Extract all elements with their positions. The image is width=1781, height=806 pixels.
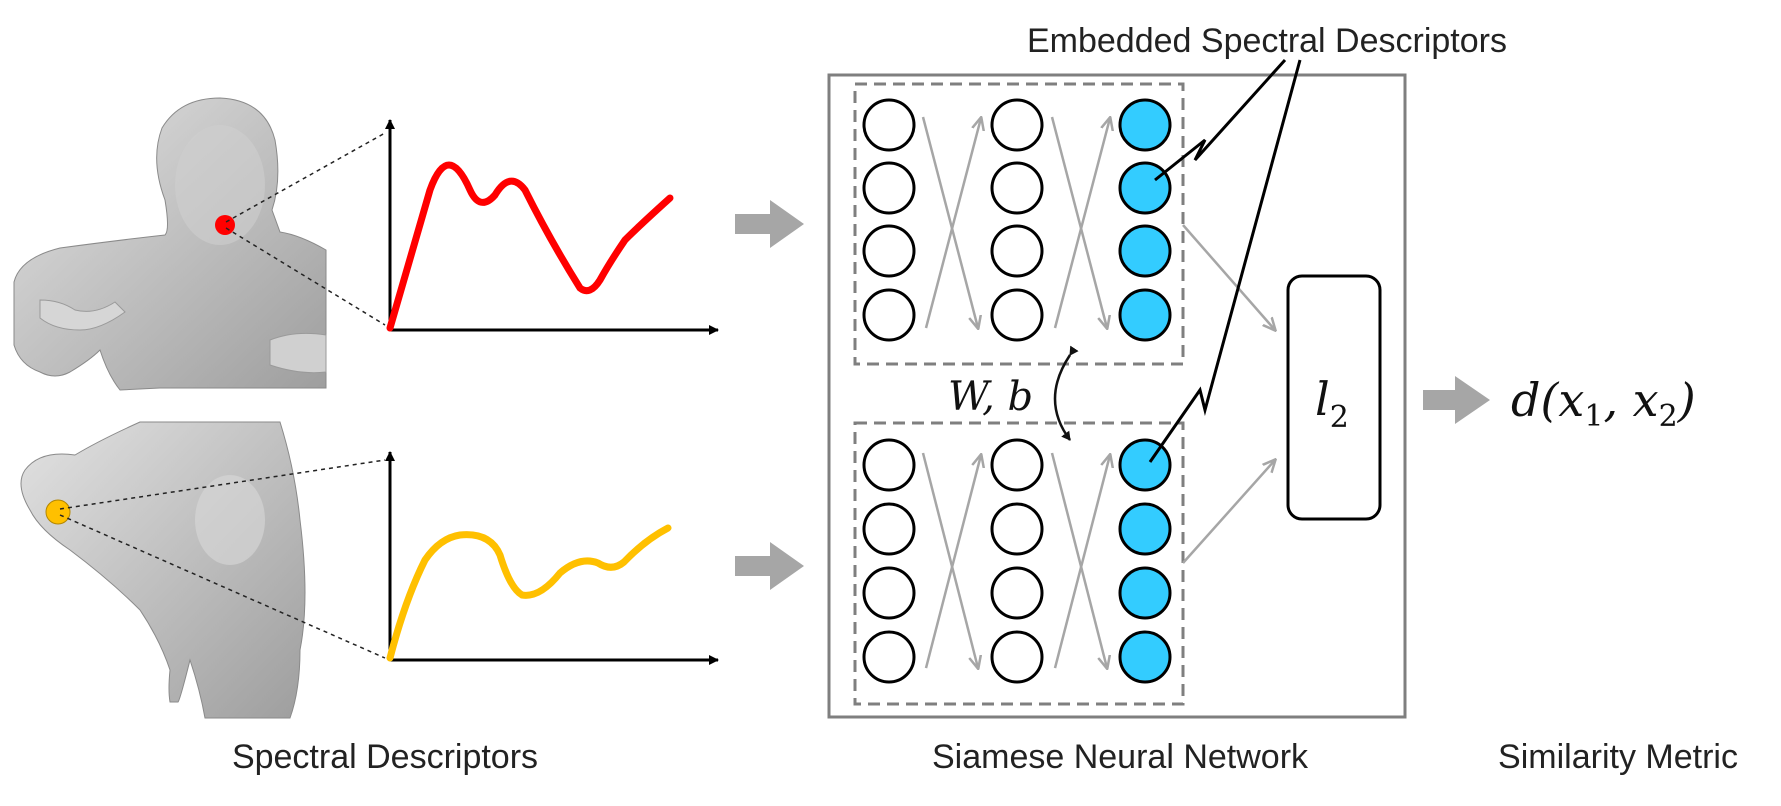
neuron xyxy=(990,288,1044,342)
embedded-callout-line-bottom xyxy=(1148,59,1302,463)
top-connection-arrows xyxy=(921,117,1110,328)
top-to-norm-arrow xyxy=(1182,224,1275,330)
top-feature-point xyxy=(215,215,235,235)
similarity-formula: d(x1, x2) xyxy=(1511,373,1696,434)
embedded-neuron xyxy=(1118,502,1172,556)
neuron xyxy=(862,288,916,342)
bottom-spectral-curve xyxy=(386,524,672,662)
neuron xyxy=(990,161,1044,215)
neuron xyxy=(990,566,1044,620)
embedded-neuron xyxy=(1118,288,1172,342)
top-input-arrow xyxy=(735,200,804,248)
top-body-mesh-image xyxy=(13,97,327,391)
bottom-connection-arrows xyxy=(921,453,1110,668)
embedded-neuron xyxy=(1118,98,1172,152)
neuron xyxy=(990,502,1044,556)
bottom-feature-point xyxy=(45,499,71,525)
neuron xyxy=(862,224,916,278)
l2-norm-label: l2 xyxy=(1315,372,1349,435)
neuron xyxy=(862,161,916,215)
embedded-neuron xyxy=(1118,566,1172,620)
embedded-neuron xyxy=(1118,438,1172,492)
embedded-callout-line-top xyxy=(1154,58,1287,182)
bottom-zoom-line-lower xyxy=(59,514,386,659)
bottom-input-arrow xyxy=(735,542,804,590)
neuron xyxy=(990,98,1044,152)
embedded-neuron xyxy=(1118,224,1172,278)
shared-weights-label: W, b xyxy=(948,374,1033,420)
bottom-zoom-line-upper xyxy=(59,459,386,510)
neuron xyxy=(990,224,1044,278)
similarity-metric-caption: Similarity Metric xyxy=(1498,738,1738,776)
spectral-descriptors-caption: Spectral Descriptors xyxy=(232,738,538,776)
neuron xyxy=(862,566,916,620)
output-arrow xyxy=(1423,376,1490,424)
top-zoom-line-lower xyxy=(225,227,386,326)
embedded-neuron xyxy=(1118,161,1172,215)
siamese-network-caption: Siamese Neural Network xyxy=(932,738,1309,776)
embedded-neuron xyxy=(1118,630,1172,684)
neuron xyxy=(990,630,1044,684)
bottom-body-mesh-image xyxy=(20,421,306,719)
bottom-network-nodes xyxy=(862,438,1172,684)
neuron xyxy=(862,502,916,556)
shared-weights-arrow xyxy=(1053,345,1079,441)
top-subnetwork-box xyxy=(853,82,1185,366)
embedded-descriptors-caption: Embedded Spectral Descriptors xyxy=(1027,22,1507,60)
siamese-network-frame xyxy=(827,73,1407,719)
bottom-to-norm-arrow xyxy=(1182,460,1275,564)
bottom-subnetwork-box xyxy=(853,421,1185,706)
neuron xyxy=(862,438,916,492)
neuron xyxy=(990,438,1044,492)
l2-norm-box xyxy=(1286,274,1382,521)
neuron xyxy=(862,98,916,152)
top-zoom-line-upper xyxy=(225,132,386,223)
top-spectral-curve xyxy=(386,161,674,332)
bottom-descriptor-plot xyxy=(385,451,719,665)
neuron xyxy=(862,630,916,684)
top-network-nodes xyxy=(862,98,1172,342)
top-descriptor-plot xyxy=(385,119,719,335)
